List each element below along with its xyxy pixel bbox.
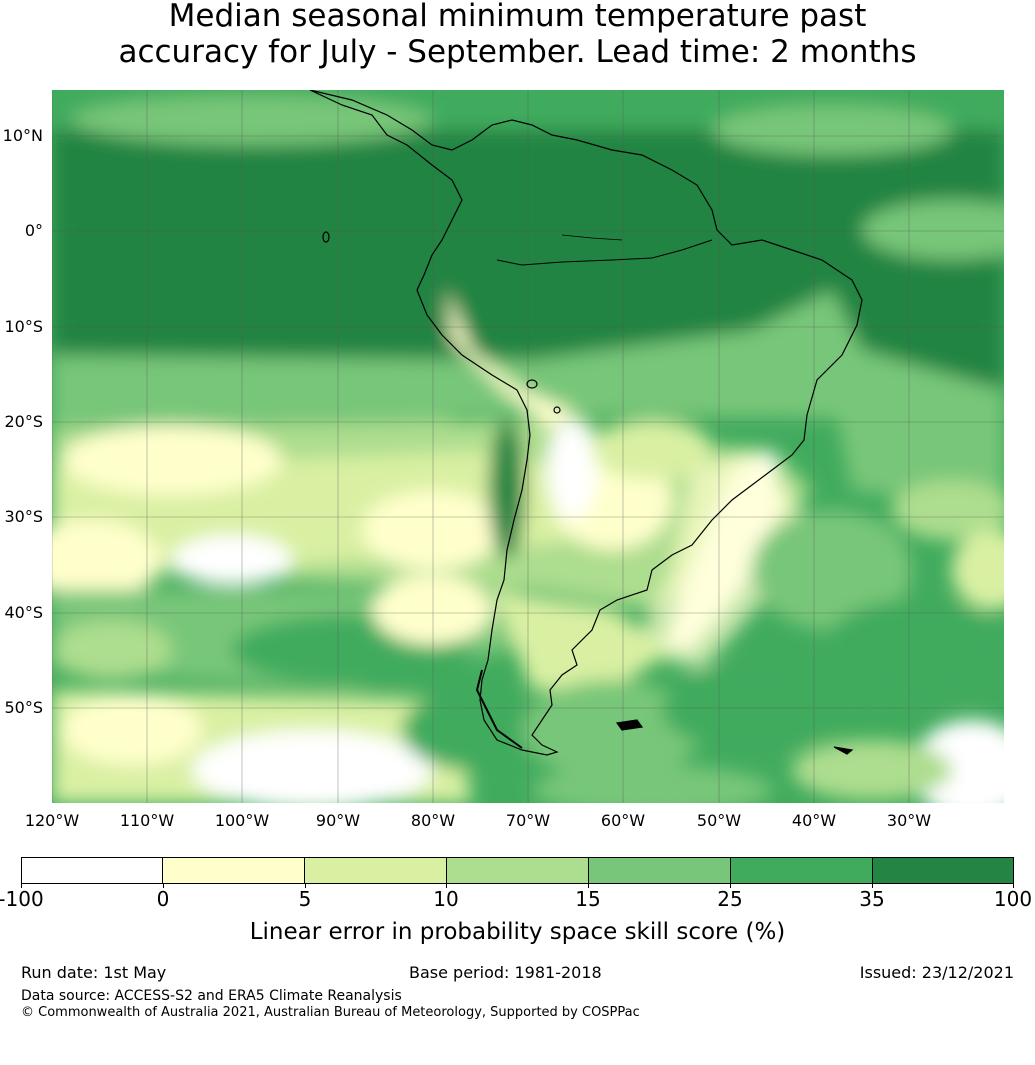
lon-label-100w: 100°W <box>214 811 270 830</box>
colorbar-tick <box>730 884 731 888</box>
colorbar-tick <box>446 884 447 888</box>
lon-label-120w: 120°W <box>24 811 80 830</box>
colorbar-segment <box>731 857 873 884</box>
colorbar-segment <box>873 857 1014 884</box>
colorbar-segment <box>447 857 589 884</box>
colorbar-label: 35 <box>859 887 885 911</box>
copyright: © Commonwealth of Australia 2021, Austra… <box>21 1005 640 1020</box>
lon-label-50w: 50°W <box>696 811 742 830</box>
colorbar-tick <box>1013 884 1014 888</box>
colorbar <box>21 857 1014 884</box>
lon-label-70w: 70°W <box>505 811 551 830</box>
lon-label-90w: 90°W <box>315 811 361 830</box>
colorbar-segment <box>163 857 305 884</box>
map-title-line-1: Median seasonal minimum temperature past <box>168 0 867 34</box>
colorbar-label: 100 <box>993 887 1033 911</box>
lat-label-40s: 40°S <box>4 603 43 622</box>
map-title-line-2: accuracy for July - September. Lead time… <box>118 34 917 70</box>
run-date: Run date: 1st May <box>21 963 167 982</box>
colorbar-label: -100 <box>0 887 44 911</box>
lat-label-0: 0° <box>24 221 43 240</box>
lat-label-20s: 20°S <box>4 412 43 431</box>
lat-label-10n: 10°N <box>2 126 43 145</box>
colorbar-tick <box>163 884 164 888</box>
lon-label-60w: 60°W <box>600 811 646 830</box>
map-gridlines <box>52 90 1004 803</box>
colorbar-label: 10 <box>433 887 459 911</box>
colorbar-segment <box>589 857 731 884</box>
colorbar-segment <box>305 857 447 884</box>
colorbar-label: 25 <box>717 887 743 911</box>
lat-label-10s: 10°S <box>4 317 43 336</box>
data-source: Data source: ACCESS-S2 and ERA5 Climate … <box>21 988 402 1004</box>
colorbar-tick <box>305 884 306 888</box>
colorbar-title: Linear error in probability space skill … <box>249 919 786 945</box>
lon-label-110w: 110°W <box>119 811 175 830</box>
lat-label-30s: 30°S <box>4 507 43 526</box>
colorbar-tick <box>21 884 22 888</box>
lon-label-80w: 80°W <box>410 811 456 830</box>
colorbar-segment <box>21 857 163 884</box>
lat-label-50s: 50°S <box>4 698 43 717</box>
lon-label-30w: 30°W <box>886 811 932 830</box>
colorbar-tick <box>872 884 873 888</box>
issued-date: Issued: 23/12/2021 <box>859 963 1014 982</box>
map-canvas <box>52 90 1004 803</box>
coastline <box>309 90 863 756</box>
colorbar-tick <box>588 884 589 888</box>
colorbar-label: 15 <box>575 887 601 911</box>
lon-label-40w: 40°W <box>791 811 837 830</box>
colorbar-label: 0 <box>156 887 170 911</box>
colorbar-label: 5 <box>298 887 312 911</box>
base-period: Base period: 1981-2018 <box>409 963 602 982</box>
skill-score-map <box>52 90 1004 803</box>
